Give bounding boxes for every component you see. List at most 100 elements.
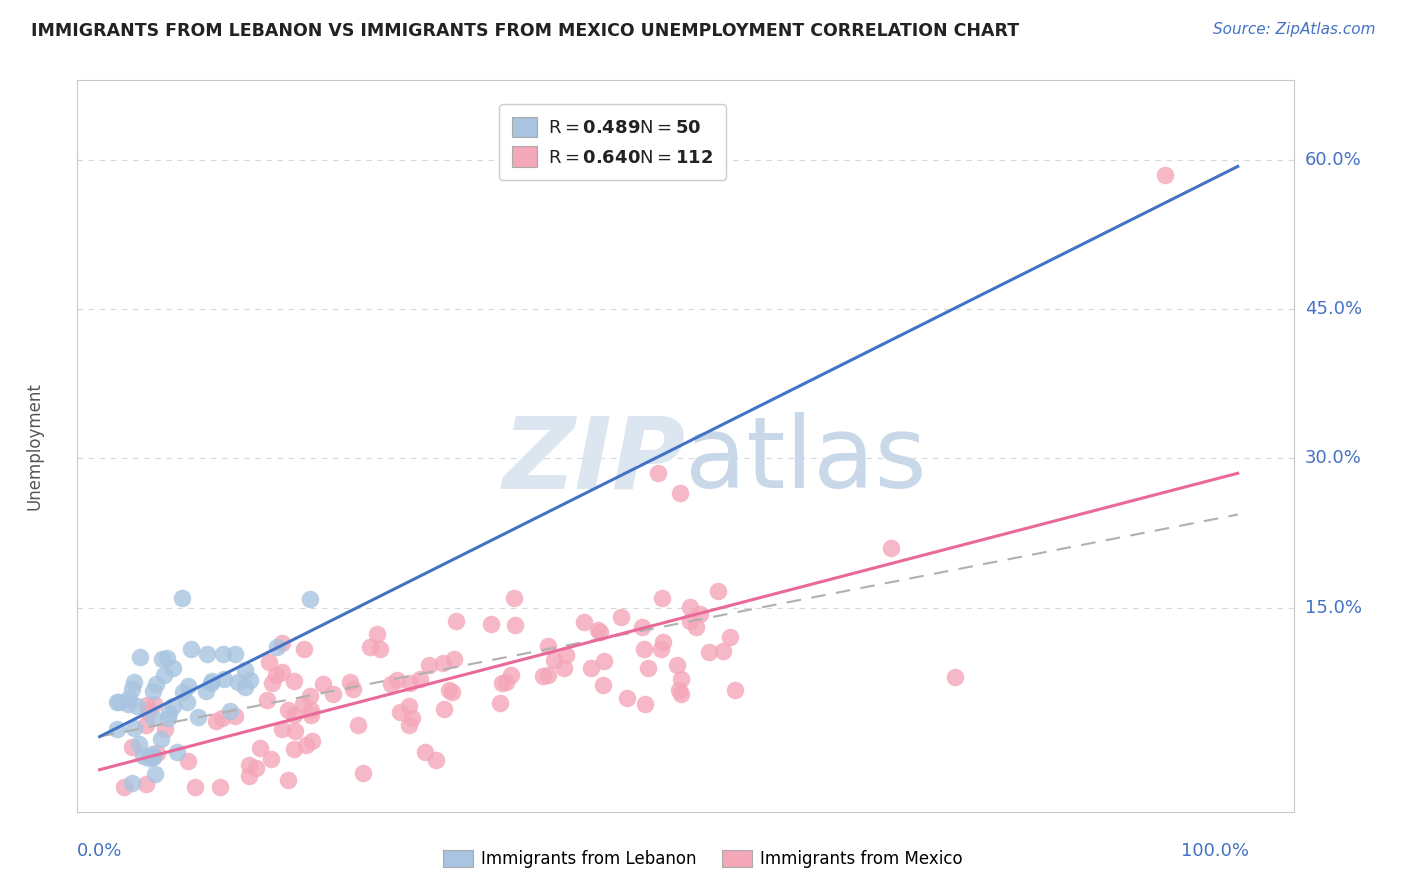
Text: atlas: atlas bbox=[686, 412, 927, 509]
Point bbox=[437, 683, 460, 698]
Point bbox=[592, 654, 614, 668]
Text: IMMIGRANTS FROM LEBANON VS IMMIGRANTS FROM MEXICO UNEMPLOYMENT CORRELATION CHART: IMMIGRANTS FROM LEBANON VS IMMIGRANTS FR… bbox=[31, 22, 1019, 40]
Point bbox=[697, 645, 720, 659]
Point bbox=[266, 640, 288, 655]
Point bbox=[277, 702, 299, 716]
Point bbox=[352, 766, 374, 780]
Point bbox=[574, 615, 596, 629]
Point bbox=[121, 739, 143, 754]
Point bbox=[141, 711, 163, 725]
Point bbox=[105, 722, 128, 736]
Point bbox=[398, 718, 420, 732]
Point bbox=[444, 615, 467, 629]
Point bbox=[226, 675, 249, 690]
Point bbox=[380, 677, 402, 691]
Point bbox=[579, 661, 602, 675]
Point bbox=[143, 766, 166, 780]
Point bbox=[135, 777, 157, 791]
Point bbox=[536, 639, 558, 653]
Point bbox=[149, 732, 172, 747]
Point bbox=[201, 673, 224, 688]
Point bbox=[342, 682, 364, 697]
Point bbox=[212, 672, 235, 686]
Point bbox=[224, 647, 246, 661]
Point bbox=[689, 607, 711, 622]
Point bbox=[589, 625, 612, 640]
Point bbox=[503, 591, 526, 605]
Point bbox=[409, 673, 432, 687]
Point bbox=[146, 747, 169, 761]
Point bbox=[283, 707, 305, 722]
Point bbox=[233, 663, 256, 677]
Point bbox=[156, 651, 179, 665]
Point bbox=[187, 710, 209, 724]
Point bbox=[260, 676, 283, 690]
Point bbox=[264, 667, 287, 681]
Point bbox=[301, 734, 323, 748]
Point bbox=[399, 676, 422, 690]
Point bbox=[588, 623, 610, 637]
Point bbox=[322, 687, 344, 701]
Point bbox=[425, 753, 447, 767]
Text: 15.0%: 15.0% bbox=[1305, 599, 1361, 616]
Point bbox=[489, 696, 512, 710]
Point bbox=[418, 658, 440, 673]
Point bbox=[943, 670, 966, 684]
Point bbox=[634, 697, 657, 711]
Point bbox=[162, 698, 184, 713]
Point bbox=[669, 486, 692, 500]
Point bbox=[200, 676, 222, 690]
Point bbox=[388, 705, 411, 719]
Point bbox=[299, 702, 322, 716]
Point bbox=[153, 723, 176, 737]
Point bbox=[277, 773, 299, 788]
Point bbox=[616, 691, 638, 706]
Point bbox=[219, 704, 242, 718]
Point bbox=[162, 661, 184, 675]
Point bbox=[553, 661, 575, 675]
Point bbox=[433, 702, 456, 716]
Point bbox=[669, 672, 692, 686]
Text: 30.0%: 30.0% bbox=[1305, 450, 1361, 467]
Point bbox=[291, 697, 314, 711]
Point bbox=[346, 718, 368, 732]
Point bbox=[652, 634, 675, 648]
Point bbox=[271, 665, 294, 679]
Point bbox=[503, 618, 526, 632]
Point bbox=[152, 651, 174, 665]
Point bbox=[284, 723, 307, 738]
Point bbox=[270, 722, 292, 736]
Point bbox=[413, 745, 436, 759]
Point bbox=[401, 711, 423, 725]
Point bbox=[271, 636, 294, 650]
Point bbox=[536, 668, 558, 682]
Point bbox=[443, 652, 465, 666]
Point bbox=[880, 541, 903, 555]
Point bbox=[647, 467, 669, 481]
Point bbox=[156, 710, 179, 724]
Point bbox=[440, 685, 463, 699]
Point bbox=[531, 668, 554, 682]
Point bbox=[260, 752, 283, 766]
Point bbox=[1154, 168, 1177, 182]
Point bbox=[145, 677, 167, 691]
Point bbox=[124, 674, 146, 689]
Legend: Immigrants from Lebanon, Immigrants from Mexico: Immigrants from Lebanon, Immigrants from… bbox=[436, 843, 970, 875]
Point bbox=[172, 685, 194, 699]
Point bbox=[121, 681, 143, 696]
Point bbox=[142, 683, 165, 698]
Point bbox=[127, 699, 149, 714]
Point bbox=[609, 610, 631, 624]
Point bbox=[298, 592, 321, 607]
Point bbox=[135, 717, 157, 731]
Point bbox=[131, 749, 153, 764]
Point bbox=[283, 673, 305, 688]
Point bbox=[679, 599, 702, 614]
Point bbox=[194, 684, 217, 698]
Point bbox=[142, 750, 165, 764]
Point bbox=[176, 695, 198, 709]
Text: Source: ZipAtlas.com: Source: ZipAtlas.com bbox=[1212, 22, 1375, 37]
Point bbox=[479, 616, 502, 631]
Point bbox=[724, 682, 747, 697]
Point bbox=[283, 742, 305, 756]
